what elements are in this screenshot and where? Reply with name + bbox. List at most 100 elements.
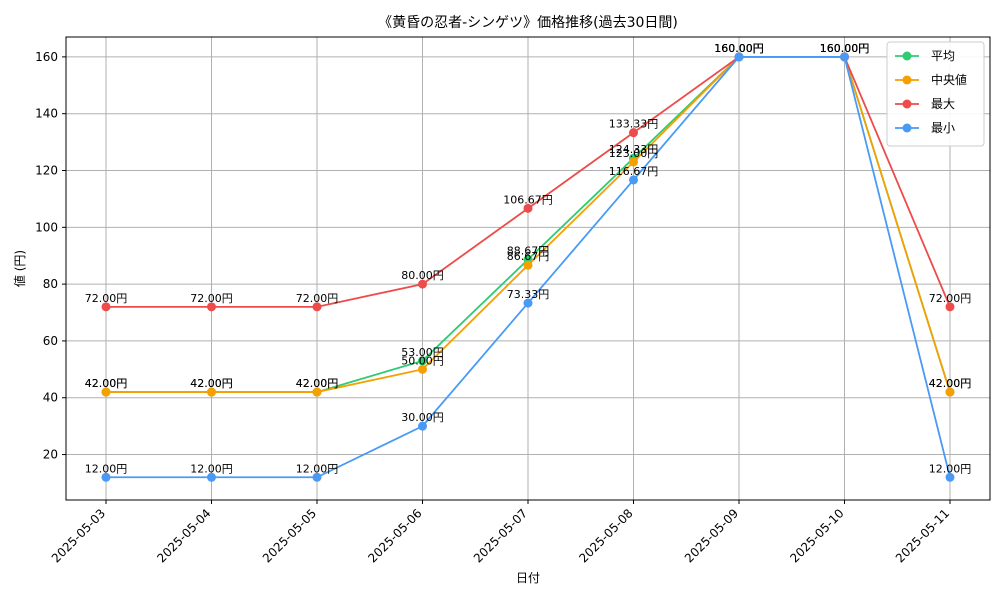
y-tick-label: 140 [35,107,58,121]
data-label: 106.67円 [503,193,553,206]
data-point [840,52,849,62]
data-label: 86.67円 [507,250,550,263]
data-point [312,387,322,397]
data-label: 133.33円 [609,118,659,131]
data-label: 12.00円 [929,462,972,475]
x-tick-label: 2025-05-05 [260,506,319,565]
data-label: 12.00円 [190,462,233,475]
x-tick-label: 2025-05-06 [365,506,424,565]
data-label: 88.67円 [507,244,550,257]
data-label: 123.00円 [609,147,659,160]
data-label: 160.00円 [714,42,764,55]
data-label: 72.00円 [85,292,128,305]
data-point [207,302,216,312]
y-axis-title: 値 (円) [12,250,27,287]
x-tick-label: 2025-05-03 [49,506,108,565]
y-axis: 20 40 60 80 100 120 140 160 [35,50,66,462]
data-label: 72.00円 [296,292,339,305]
data-point [101,302,111,312]
data-label: 42.00円 [929,377,972,390]
data-point [629,175,638,185]
data-point [312,472,322,482]
data-point [629,157,638,167]
data-label: 50.00円 [401,354,444,367]
y-tick-label: 60 [43,334,58,348]
legend-label: 最小 [931,121,955,135]
data-point [945,472,955,482]
data-point [418,364,427,374]
x-tick-label: 2025-05-10 [787,506,846,565]
data-point [523,260,533,270]
data-label: 42.00円 [190,377,233,390]
x-tick-label: 2025-05-11 [893,506,952,565]
legend-box [886,41,985,147]
data-label: 12.00円 [85,462,128,475]
x-axis-title: 日付 [516,571,540,585]
data-label: 160.00円 [714,42,764,55]
data-point [734,52,744,62]
data-label: 42.00円 [296,377,339,390]
data-label: 42.00円 [85,377,128,390]
data-label: 116.67円 [609,165,659,178]
series-layer [101,52,955,482]
legend-marker [902,99,912,109]
data-point [101,472,111,482]
data-point [207,472,216,482]
legend-item: 最大 [895,97,955,111]
data-label: 160.00円 [714,42,764,55]
data-label: 160.00円 [714,42,764,55]
data-label: 160.00円 [820,42,870,55]
x-tick-label: 2025-05-07 [471,506,530,565]
data-point [945,387,955,397]
legend-marker [902,51,912,61]
data-label: 124.33円 [609,143,659,156]
data-point [101,387,111,397]
data-label: 160.00円 [820,42,870,55]
legend-marker [902,75,912,85]
plot-frame [65,36,991,501]
y-tick-label: 20 [43,448,58,462]
x-axis: 2025-05-03 2025-05-04 2025-05-05 2025-05-06… [49,500,952,565]
legend-label: 中央値 [931,72,967,87]
data-point [207,387,216,397]
data-point [945,302,955,312]
data-point [418,279,427,289]
data-label: 42.00円 [190,377,233,390]
data-label: 72.00円 [929,292,972,305]
data-point [418,421,427,431]
x-tick-label: 2025-05-09 [682,506,741,565]
data-label: 42.00円 [929,377,972,390]
data-point [523,203,533,213]
legend-item: 中央値 [895,72,967,87]
data-label: 160.00円 [820,42,870,55]
y-tick-label: 100 [35,220,58,234]
legend-item: 最小 [895,121,955,135]
y-tick-label: 40 [43,391,58,405]
data-label: 53.00円 [401,346,444,359]
legend-label: 平均 [931,49,955,63]
data-labels: 42.00円 42.00円 42.00円 53.00円 88.67円 124.33円 160… [85,42,972,475]
data-label: 42.00円 [296,377,339,390]
data-label: 72.00円 [190,292,233,305]
data-label: 30.00円 [401,411,444,424]
data-point [629,128,638,138]
chart-title: 《黄昏の忍者-シンゲツ》価格推移(過去30日間) [378,14,678,31]
data-label: 160.00円 [820,42,870,55]
y-tick-label: 160 [35,50,58,64]
series-3 [101,52,955,482]
data-label: 80.00円 [401,269,444,282]
legend-label: 最大 [931,97,955,111]
data-label: 73.33円 [507,288,550,301]
data-point [312,302,322,312]
x-tick-label: 2025-05-04 [154,506,213,565]
y-tick-label: 120 [35,164,58,178]
legend-marker [902,123,912,133]
data-point [523,298,533,308]
data-point [418,356,427,366]
legend-item: 平均 [895,49,955,63]
data-label: 12.00円 [296,462,339,475]
x-tick-label: 2025-05-08 [576,506,635,565]
data-label: 42.00円 [85,377,128,390]
